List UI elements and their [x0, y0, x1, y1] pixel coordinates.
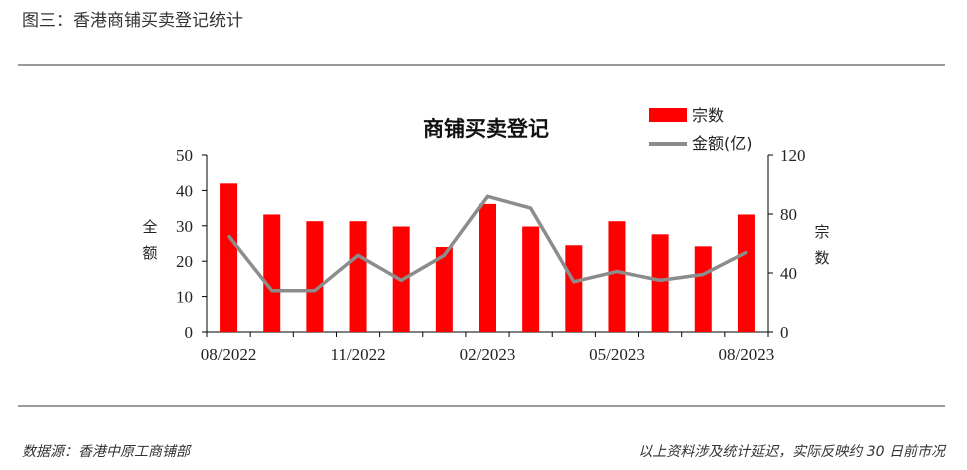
bar — [651, 234, 669, 332]
line-point — [658, 279, 662, 282]
bar — [220, 183, 238, 332]
x-tick-label: 02/2023 — [460, 345, 516, 364]
chart-title: 商铺买卖登记 — [423, 116, 549, 141]
bar — [349, 221, 367, 332]
bottom-divider — [18, 405, 945, 407]
left-tick-label: 20 — [176, 252, 193, 271]
left-tick-label: 50 — [176, 146, 193, 165]
legend: 宗数 金额(亿) — [649, 106, 753, 153]
bar — [263, 214, 281, 332]
line-point — [486, 195, 489, 198]
right-axis-label: 数 — [814, 249, 829, 267]
x-tick-label: 08/2023 — [719, 345, 775, 364]
x-tick-label: 05/2023 — [589, 345, 645, 364]
bar — [737, 214, 755, 332]
x-tick-label: 11/2022 — [330, 345, 385, 364]
line-point — [313, 289, 317, 292]
right-axis-label: 宗 — [814, 223, 829, 241]
delay-note: 以上资料涉及统计延迟，实际反映约 30 日前市况 — [638, 444, 945, 460]
legend-line-label: 金额(亿) — [692, 134, 753, 153]
line-point — [615, 270, 619, 273]
legend-bar-swatch — [649, 108, 687, 122]
bar — [479, 203, 496, 332]
line-point — [270, 289, 273, 292]
right-tick-label: 40 — [780, 264, 797, 283]
line-point — [745, 251, 748, 254]
line-point — [443, 254, 446, 257]
left-tick-label: 30 — [176, 217, 193, 236]
right-tick-label: 80 — [780, 205, 797, 224]
line-point — [356, 254, 360, 257]
right-tick-label: 120 — [780, 146, 806, 165]
x-tick-label: 08/2022 — [201, 345, 257, 364]
legend-bar-label: 宗数 — [692, 106, 724, 125]
left-tick-label: 40 — [176, 181, 193, 200]
left-tick-label: 10 — [176, 288, 193, 307]
source-note: 数据源：香港中原工商铺部 — [22, 444, 190, 460]
bar — [694, 246, 712, 332]
left-tick-label: 0 — [185, 323, 194, 342]
left-axis-label: 全 — [142, 218, 157, 236]
right-tick-label: 0 — [780, 323, 789, 342]
line-point — [529, 206, 532, 210]
bar — [565, 245, 583, 332]
bar — [608, 221, 626, 332]
left-axis-label: 额 — [142, 244, 157, 262]
bar — [522, 226, 540, 332]
bar — [435, 247, 453, 332]
line-point — [702, 273, 705, 276]
figure-title: 图三：香港商铺买卖登记统计 — [22, 11, 243, 31]
plot-area: 0 10 20 30 40 50 0 40 80 120 08/2022 11/2022 02/2023… — [142, 146, 829, 364]
bar — [306, 221, 324, 332]
line-point — [227, 234, 230, 238]
line-point — [399, 279, 403, 282]
top-divider — [18, 64, 945, 66]
line-point — [572, 280, 576, 284]
